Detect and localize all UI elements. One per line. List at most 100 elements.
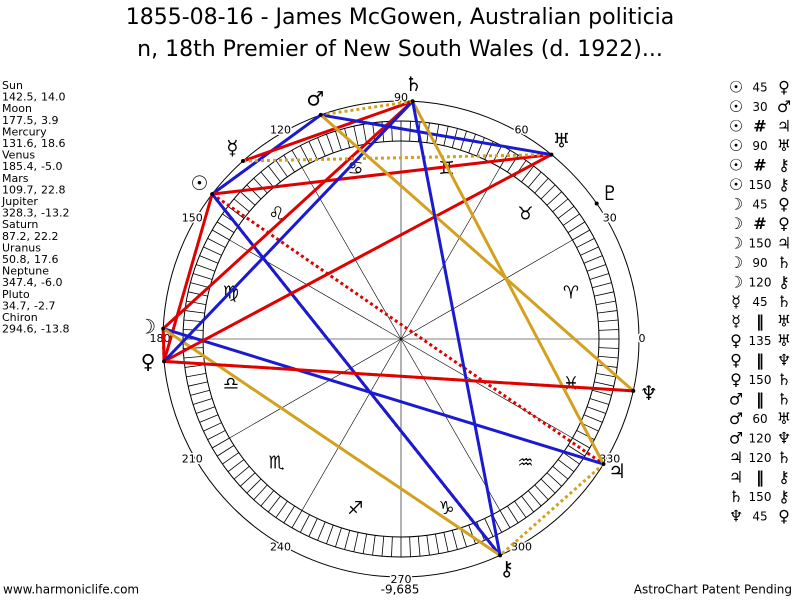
aspect-type: 60 [752,412,767,426]
planet-lat: -13.8 [41,323,69,336]
planet-coords: 347.4, -6.0 [2,276,62,289]
degree-label: 270 [391,573,412,586]
aspect-planet: ♃ [729,448,743,467]
ring-hatch [260,490,275,507]
ring-hatch [594,381,614,387]
aspect-planet: ☽ [729,253,743,272]
planet-lat: -2.7 [34,299,55,312]
ring-hatch [499,510,511,528]
planet-lon: 185.4, [2,160,37,173]
ring-hatch [552,465,569,480]
planet-lon: 347.4, [2,276,37,289]
ring-hatch [344,530,351,550]
ring-hatch [353,126,359,146]
planet-name: Moon [2,102,32,115]
ring-hatch [391,536,393,557]
aspect-line [161,328,166,362]
ring-hatch [426,535,430,556]
aspect-planet: ♅ [777,136,791,155]
ring-hatch [598,355,619,359]
degree-label: 240 [270,541,291,554]
aspect-type: 150 [749,237,772,251]
aspect-planet: ♅ [777,331,791,350]
aspect-type: 45 [752,510,767,524]
aspect-planet: ♅ [777,409,791,428]
ring-hatch [598,329,619,331]
ring-hatch [326,134,334,154]
aspect-line [411,100,605,465]
ring-hatch [192,398,213,405]
aspect-planet: ⚷ [778,468,790,487]
aspect-type: 150 [749,178,772,192]
ring-hatch [188,381,208,387]
aspect-planet: ☿ [731,292,741,311]
planet-lon: 131.6, [2,137,37,150]
aspect-type: 90 [752,256,767,270]
ring-hatch [203,246,222,256]
aspect-line [242,99,414,163]
ring-hatch [283,505,295,524]
aspect-planet: ☽ [729,234,743,253]
aspect-planet: ☽ [729,214,743,233]
aspect-type: # [753,156,766,175]
planet-name: Uranus [2,241,41,254]
ring-hatch [203,422,222,432]
ring-hatch [583,255,603,264]
degree-label: 210 [182,453,203,466]
aspect-type: ‖ [756,390,764,410]
planet-point [498,553,503,558]
ring-hatch [260,171,275,188]
planet-point [410,99,415,104]
planet-point [318,112,323,117]
planet-lon: 142.5, [2,91,37,104]
planet-glyph: ♄ [404,72,422,96]
ring-hatch [186,300,207,306]
ring-hatch [216,221,235,233]
planet-name: Venus [2,149,35,162]
aspect-line [319,113,635,393]
spoke [229,338,402,439]
score: -9,685 [381,583,420,597]
aspect-type: 135 [749,334,772,348]
ring-hatch [476,137,485,157]
aspect-planet: ♆ [777,351,791,370]
ring-hatch [572,437,590,449]
spoke [400,338,501,511]
ring-hatch [335,130,342,151]
ring-hatch [183,355,204,359]
spoke [301,338,402,511]
aspect-line [163,359,634,393]
aspect-planet: ♅ [777,312,791,331]
ring-hatch [381,536,385,557]
ring-hatch [353,532,359,552]
ring-hatch [409,536,411,557]
planet-lon: 109.7, [2,183,37,196]
ring-hatch [192,273,213,280]
ring-hatch [199,255,219,264]
aspect-planet: ♄ [777,390,791,409]
ring-hatch [240,472,256,487]
aspect-planet: ♀ [730,331,742,350]
ring-hatch [594,291,614,297]
ring-hatch [598,319,619,323]
ring-hatch [540,478,556,494]
planet-lat: 18.6 [41,137,66,150]
ring-hatch [308,141,318,160]
aspect-planet: ☽ [729,195,743,214]
ring-hatch [233,465,250,480]
spoke [400,239,573,340]
planet-coords: 177.5, 3.9 [2,114,59,127]
ring-hatch [267,165,281,183]
ring-hatch [199,414,219,423]
aspect-type: # [753,214,766,233]
aspect-line [320,113,552,157]
ring-hatch [326,524,334,544]
ring-hatch [184,364,205,368]
ring-hatch [240,191,256,206]
aspect-type: 150 [749,490,772,504]
ring-hatch [557,205,575,219]
planet-lon: 34.7, [2,299,30,312]
ring-hatch [592,389,612,396]
planet-name: Saturn [2,218,38,231]
